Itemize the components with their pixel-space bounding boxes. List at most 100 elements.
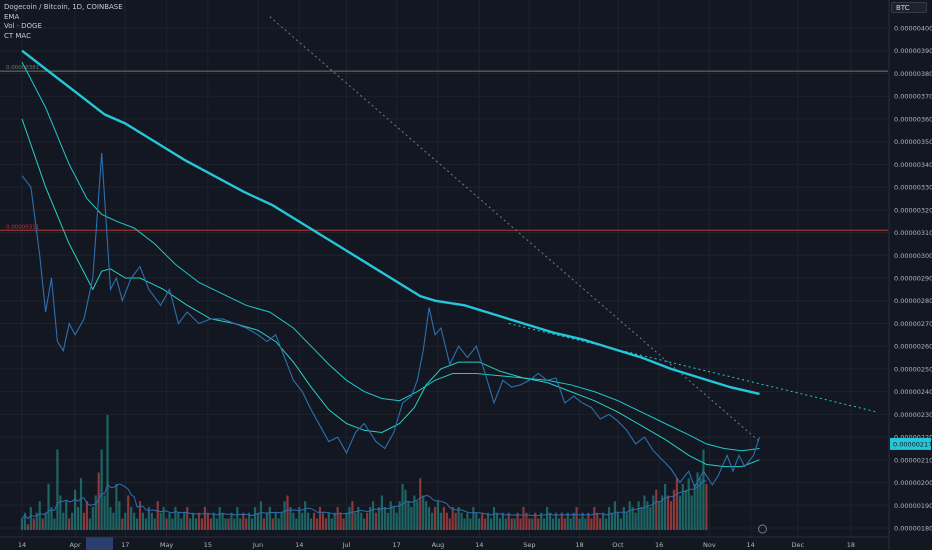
price-tick-label: 0.00000190 <box>894 502 932 510</box>
price-tick-label: 0.00000330 <box>894 184 932 192</box>
volume-bar <box>321 512 324 530</box>
volume-bar <box>271 518 274 530</box>
volume-bar <box>286 495 289 530</box>
volume-bar <box>416 501 419 530</box>
time-tick-label: 14 <box>18 541 26 549</box>
volume-bar <box>227 518 230 530</box>
volume-bar <box>192 512 195 530</box>
volume-bar <box>59 495 62 530</box>
volume-bar <box>566 512 569 530</box>
volume-bar <box>168 512 171 530</box>
volume-bar <box>546 507 549 530</box>
currency-label[interactable]: BTC <box>891 2 927 13</box>
current-price-badge <box>890 437 931 450</box>
legend-indicator-ema[interactable]: EMA <box>4 12 20 21</box>
volume-bar <box>26 524 29 530</box>
ema-slow-line <box>21 61 760 452</box>
volume-bar <box>289 507 292 530</box>
ema-long-line <box>21 49 760 396</box>
volume-bar <box>619 518 622 530</box>
volume-bar <box>29 507 32 530</box>
volume-bar <box>156 501 159 530</box>
time-axis[interactable]: 14 Apr 17 May 15 Jun 14 Jul 17 Aug 14 Sep 18 Oct 16 Nov… <box>0 524 889 549</box>
volume-bar <box>133 512 136 530</box>
volume-bar <box>395 512 398 530</box>
volume-bar <box>649 507 652 530</box>
volume-bar <box>215 518 218 530</box>
volume-bar <box>23 512 27 530</box>
volume-bar <box>298 507 301 530</box>
price-axis-background <box>889 0 932 550</box>
volume-bar <box>76 507 80 530</box>
volume-bar <box>442 507 445 530</box>
price-tick-label: 0.00000200 <box>894 479 932 487</box>
volume-bar <box>478 518 481 530</box>
volume-bar <box>669 501 673 530</box>
volume-bar <box>91 507 94 530</box>
volume-bar <box>596 512 599 530</box>
volume-bar <box>233 518 236 530</box>
volume-bar <box>186 507 189 530</box>
time-tick-label: Dec <box>792 541 805 549</box>
volume-bar <box>336 507 339 530</box>
volume-bar <box>637 501 640 530</box>
price-tick-label: 0.00000290 <box>894 275 932 283</box>
volume-bar <box>610 512 614 530</box>
volume-bar <box>20 518 24 530</box>
volume-bar <box>245 518 248 530</box>
volume-bar <box>301 512 304 530</box>
volume-bar <box>557 518 560 530</box>
volume-bar <box>88 518 91 530</box>
volume-bar <box>109 507 112 530</box>
volume-bar <box>377 507 381 530</box>
grid <box>0 0 888 537</box>
volume-bar <box>622 507 625 530</box>
volume-bar <box>625 512 628 530</box>
volume-bar <box>50 507 53 530</box>
legend-indicator-ctmac[interactable]: CT MAC <box>4 31 31 40</box>
volume-bar <box>575 507 578 530</box>
legend-indicator-volume[interactable]: Vol · DOGE <box>4 22 42 30</box>
volume-bar <box>180 518 183 530</box>
volume-bar <box>537 518 540 530</box>
volume-bar <box>351 501 354 530</box>
volume-bar <box>295 518 298 530</box>
volume-bar <box>280 512 283 530</box>
volume-bar <box>548 512 552 530</box>
volume-bar <box>551 518 555 530</box>
volume-bar <box>315 518 319 530</box>
volume-bar <box>584 518 587 530</box>
horizontal-lines: 0.00000381 0.00000311 <box>0 65 888 231</box>
volume-bar <box>82 512 86 530</box>
price-tick-label: 0.00000390 <box>894 47 932 55</box>
volume-bar <box>189 518 192 530</box>
volume-bar <box>47 484 50 530</box>
volume-bar <box>56 449 59 530</box>
volume-bar <box>150 512 153 530</box>
volume-bar <box>428 507 431 530</box>
volume-bar <box>578 518 581 530</box>
volume-bar <box>693 484 696 530</box>
volume-bar <box>643 495 646 530</box>
price-axis[interactable]: 0.00000400 0.00000390 0.00000380 0.00000370… <box>888 0 932 550</box>
price-tick-label: 0.00000310 <box>894 229 932 237</box>
volume-bar <box>345 512 348 530</box>
volume-bar <box>475 512 478 530</box>
volume-ma-line <box>21 480 707 520</box>
volume-bar <box>616 512 619 530</box>
volume-bar <box>401 484 404 530</box>
volume-bar <box>312 512 316 530</box>
volume-bar <box>68 518 71 530</box>
volume-bar <box>457 507 460 530</box>
volume-bar <box>327 512 330 530</box>
time-tick-label: 14 <box>747 541 755 549</box>
volume-bar <box>35 512 38 530</box>
legend-symbol[interactable]: Dogecoin / Bitcoin, 1D, COINBASE <box>4 3 123 11</box>
volume-bar <box>543 518 546 530</box>
volume-bar <box>318 507 322 530</box>
volume-bar <box>218 507 221 530</box>
volume-bar <box>357 507 360 530</box>
volume-bar <box>655 489 658 530</box>
